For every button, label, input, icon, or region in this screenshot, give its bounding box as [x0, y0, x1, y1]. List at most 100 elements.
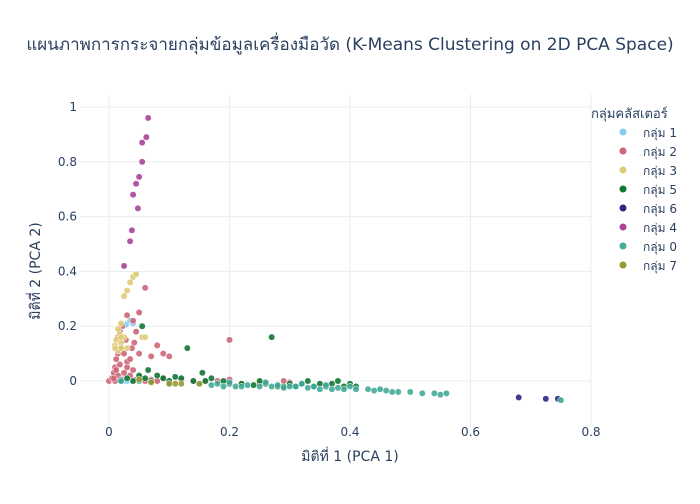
data-point: [268, 333, 276, 341]
data-point: [177, 380, 185, 388]
data-point: [418, 389, 426, 397]
x-tick-label: 0.8: [581, 425, 600, 439]
legend-item[interactable]: กลุ่ม 1: [619, 126, 677, 141]
legend-item[interactable]: กลุ่ม 4: [619, 221, 677, 236]
data-point: [141, 374, 149, 382]
data-point: [123, 311, 131, 319]
data-point: [126, 355, 134, 363]
y-axis-label: มิติที่ 2 (PCA 2): [26, 222, 44, 319]
data-point: [394, 388, 402, 396]
data-point: [165, 380, 173, 388]
data-point: [328, 385, 336, 393]
legend-item[interactable]: กลุ่ม 3: [619, 164, 677, 179]
data-point: [286, 383, 294, 390]
data-point: [268, 383, 276, 390]
data-point: [557, 396, 565, 404]
data-point: [226, 378, 233, 386]
chart-title: แผนภาพการกระจายกลุ่มข้อมูลเครื่องมือวัด …: [26, 32, 673, 55]
data-point: [134, 204, 142, 212]
legend-label: กลุ่ม 3: [643, 164, 677, 179]
data-point: [304, 377, 312, 385]
data-point: [159, 350, 167, 358]
data-point: [132, 328, 140, 336]
data-point: [126, 237, 134, 245]
data-point: [442, 389, 450, 397]
legend-marker: [619, 261, 627, 269]
legend-label: กลุ่ม 7: [643, 259, 677, 274]
data-point: [129, 191, 137, 199]
data-point: [135, 173, 143, 181]
data-point: [370, 387, 378, 395]
legend-label: กลุ่ม 5: [643, 183, 677, 198]
data-point: [120, 350, 128, 358]
data-point: [147, 352, 155, 360]
legend-label: กลุ่ม 0: [643, 240, 677, 255]
data-point: [334, 377, 342, 385]
data-point: [340, 385, 348, 393]
data-point: [147, 378, 155, 386]
legend-item[interactable]: กลุ่ม 6: [619, 202, 677, 217]
data-point: [171, 373, 179, 381]
y-tick-label: 0.4: [58, 264, 77, 278]
data-point: [310, 383, 318, 390]
data-point: [128, 226, 136, 234]
data-point: [130, 339, 138, 347]
data-point: [274, 381, 282, 389]
legend-marker: [619, 128, 627, 136]
data-point: [120, 369, 128, 377]
data-point: [436, 391, 444, 399]
data-point: [110, 374, 118, 382]
data-point: [144, 366, 152, 374]
data-point: [116, 361, 124, 369]
y-tick-label: 0.6: [58, 210, 77, 224]
data-point: [207, 374, 215, 382]
legend-marker: [619, 223, 627, 231]
data-point: [198, 369, 206, 377]
data-point: [346, 383, 354, 390]
legend-marker: [619, 166, 627, 174]
data-point: [135, 309, 143, 316]
data-point: [189, 377, 197, 385]
x-tick-label: 0.6: [461, 425, 480, 439]
data-point: [132, 180, 140, 188]
data-point: [117, 320, 125, 327]
data-point: [226, 336, 233, 344]
data-point: [364, 385, 372, 393]
data-point: [334, 384, 342, 392]
data-point: [132, 270, 140, 278]
data-point: [195, 380, 203, 388]
legend-label: กลุ่ม 4: [643, 221, 677, 236]
data-point: [138, 139, 146, 147]
data-point: [135, 376, 143, 384]
data-point: [280, 384, 288, 392]
grid: [80, 94, 592, 427]
data-point: [120, 262, 128, 270]
legend-label: กลุ่ม 6: [643, 202, 677, 217]
data-point: [138, 322, 146, 330]
tick-labels: 0 0.2 0.4 0.6 0.8 0 0.2 0.4 0.6 0.8 1: [58, 100, 601, 439]
data-point: [376, 385, 384, 393]
data-point: [117, 333, 125, 341]
legend-item[interactable]: กลุ่ม 5: [619, 183, 677, 198]
legend-item[interactable]: กลุ่ม 7: [619, 259, 677, 274]
x-tick-label: 0.2: [220, 425, 239, 439]
data-point: [153, 372, 161, 379]
legend-label: กลุ่ม 1: [643, 126, 677, 141]
data-point: [238, 383, 246, 390]
data-point: [123, 344, 131, 352]
data-point: [159, 374, 167, 382]
legend-marker: [619, 185, 627, 193]
data-point: [298, 380, 306, 388]
legend-marker: [619, 204, 627, 212]
legend: กลุ่มคลัสเตอร์ กลุ่ม 1กลุ่ม 2กลุ่ม 3กลุ่…: [591, 106, 677, 274]
data-point: [388, 388, 396, 396]
y-tick-label: 1: [69, 100, 77, 114]
data-point: [129, 366, 137, 374]
data-point: [352, 385, 360, 393]
x-tick-label: 0.4: [340, 425, 359, 439]
data-point: [112, 366, 120, 374]
legend-item[interactable]: กลุ่ม 2: [619, 145, 677, 160]
legend-item[interactable]: กลุ่ม 0: [619, 240, 677, 255]
data-point: [129, 377, 137, 385]
